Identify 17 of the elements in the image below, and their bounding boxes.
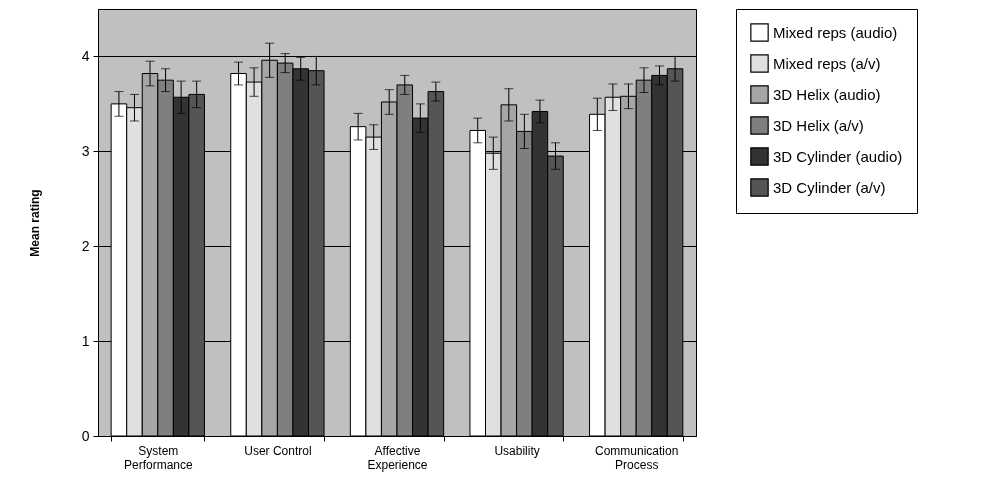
x-tick-label: Usability: [494, 443, 540, 458]
legend-label: 3D Helix (audio): [773, 85, 881, 103]
y-tick-label: 0: [81, 427, 90, 444]
legend-label: Mixed reps (a/v): [773, 54, 881, 72]
x-tick-label: User Control: [244, 443, 312, 458]
y-axis-title: Mean rating: [27, 189, 42, 257]
legend-label: 3D Helix (a/v): [773, 116, 864, 134]
y-tick-label: 4: [81, 47, 90, 64]
y-tick-label: 1: [81, 332, 90, 349]
x-tick-label: Communication Process: [595, 443, 679, 472]
y-tick-label: 2: [81, 237, 90, 254]
legend-label: 3D Cylinder (a/v): [773, 178, 886, 196]
legend-label: Mixed reps (audio): [773, 23, 898, 41]
y-tick-label: 3: [81, 142, 90, 159]
x-tick-label: Affective Experience: [367, 443, 428, 472]
x-tick-label: System Performance: [123, 443, 193, 472]
legend-label: 3D Cylinder (audio): [773, 147, 903, 165]
